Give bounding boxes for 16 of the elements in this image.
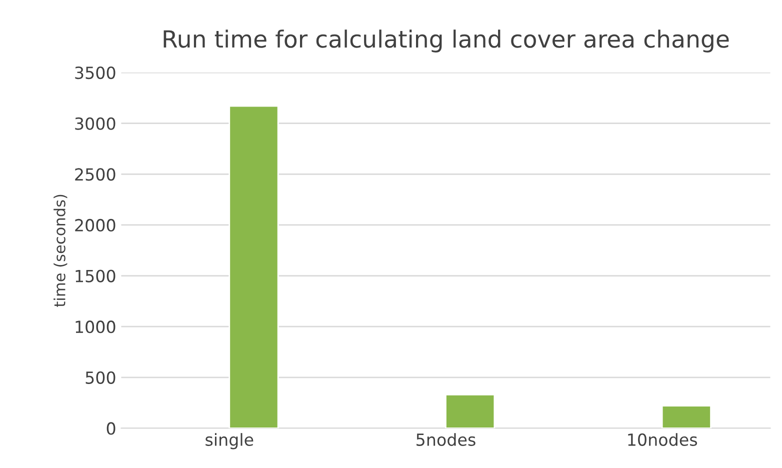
y-tick-label: 2000 <box>75 218 116 232</box>
bar <box>445 394 496 428</box>
bar <box>661 405 712 428</box>
chart-title: Run time for calculating land cover area change <box>164 30 729 52</box>
x-tick-label: 10nodes <box>628 433 698 446</box>
y-tick-label: 3500 <box>75 66 116 80</box>
x-tick-label: single <box>206 433 254 450</box>
y-tick-label: 3000 <box>75 117 116 130</box>
y-tick-label: 2500 <box>75 168 116 181</box>
y-tick-label: 0 <box>106 422 116 435</box>
y-tick-label: 1000 <box>76 320 116 334</box>
y-axis-title: time (seconds) <box>54 194 68 307</box>
y-tick-label: 500 <box>86 371 116 384</box>
bar <box>228 105 279 428</box>
x-tick-label: 5nodes <box>416 433 476 446</box>
y-tick-label: 1500 <box>76 270 116 282</box>
